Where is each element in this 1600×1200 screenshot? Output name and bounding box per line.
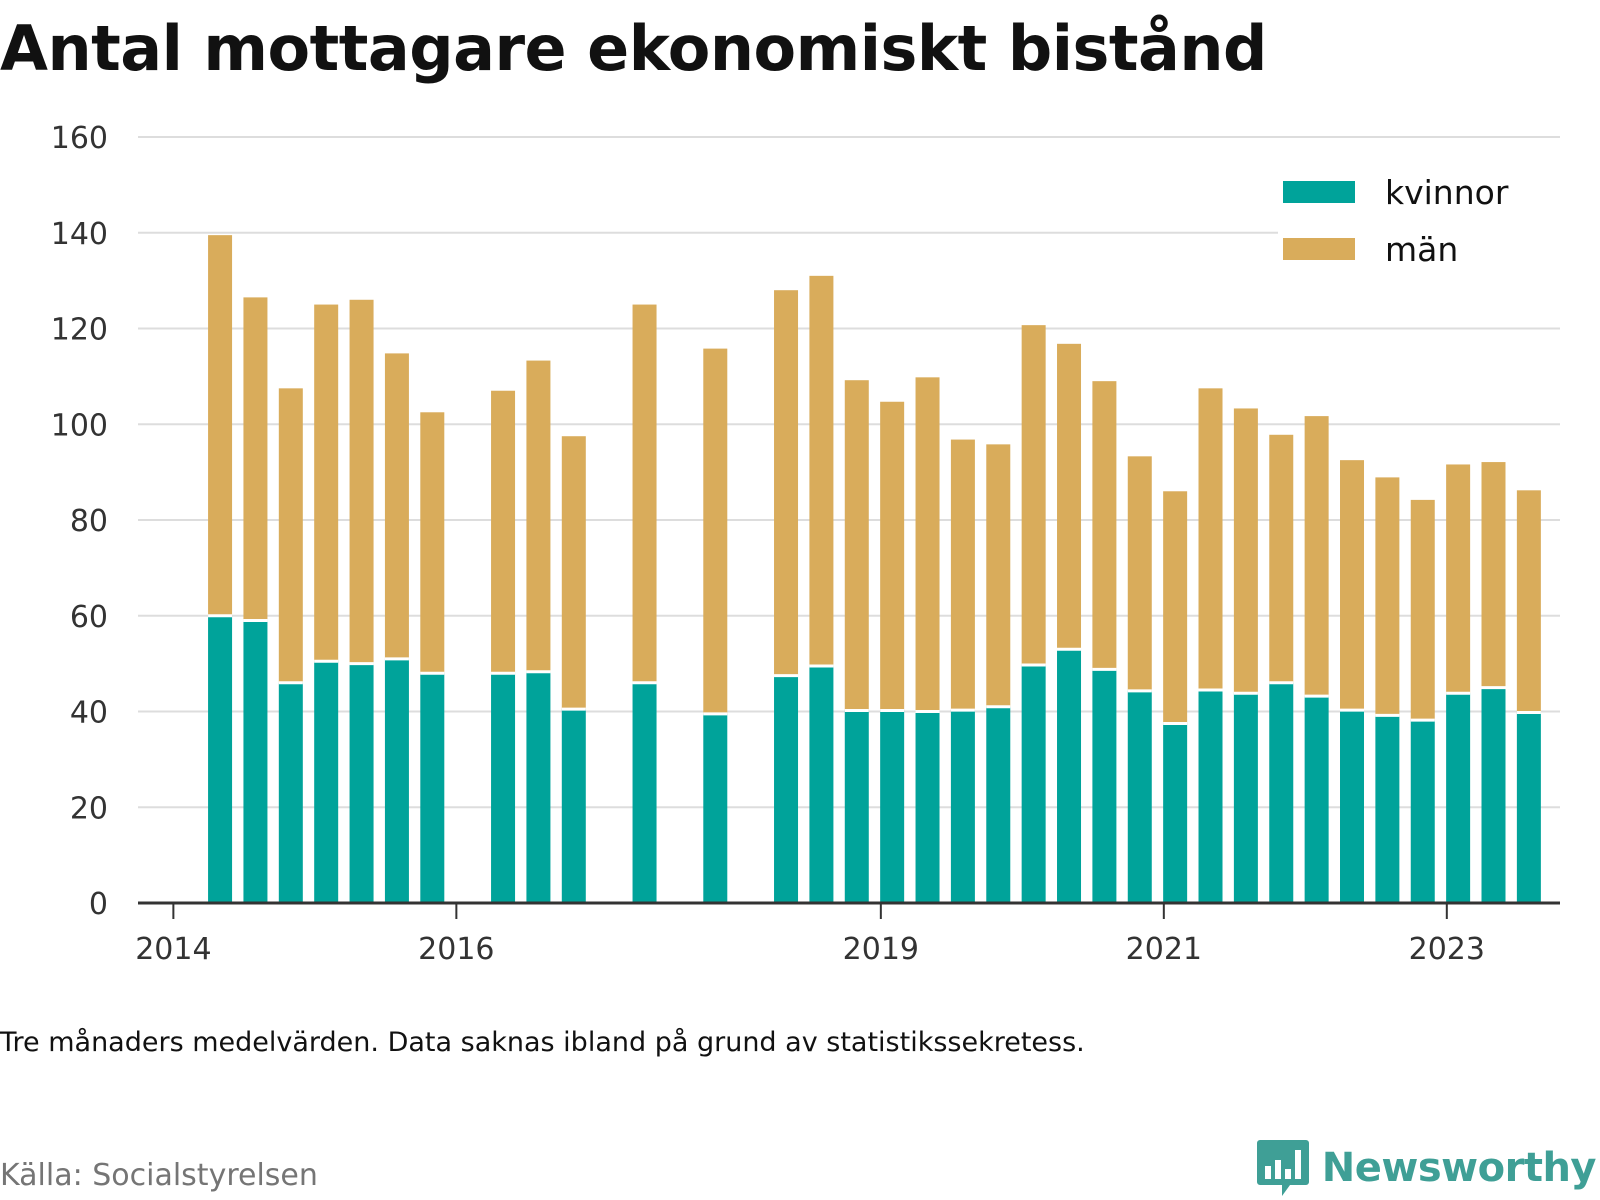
x-tick-label: 2023	[1409, 932, 1485, 967]
bar-kvinnor	[1233, 693, 1258, 903]
bar-kvinnor	[1198, 689, 1223, 903]
bar-kvinnor	[1304, 696, 1329, 903]
bar-kvinnor	[420, 673, 445, 903]
bar-man	[208, 235, 233, 616]
bar-kvinnor	[1446, 693, 1471, 903]
bar-kvinnor	[1481, 687, 1506, 903]
legend-label-kvinnor: kvinnor	[1385, 173, 1509, 212]
bar-kvinnor	[1092, 669, 1117, 903]
bar-kvinnor	[1269, 682, 1294, 903]
bars	[208, 235, 1541, 903]
bar-man	[844, 380, 869, 711]
bar-man	[1127, 456, 1152, 691]
bar-kvinnor	[1410, 720, 1435, 903]
x-tick-label: 2014	[135, 932, 211, 967]
bar-kvinnor	[774, 675, 799, 903]
bar-kvinnor	[384, 658, 409, 903]
bar-kvinnor	[1375, 715, 1400, 903]
bar-kvinnor	[915, 711, 940, 903]
bar-man	[561, 436, 586, 710]
bar-man	[1269, 434, 1294, 683]
bar-kvinnor	[1516, 712, 1541, 903]
bar-man	[278, 388, 303, 683]
footnote: Tre månaders medelvärden. Data saknas ib…	[0, 1027, 1085, 1058]
bar-kvinnor	[1127, 690, 1152, 903]
bar-kvinnor	[844, 710, 869, 903]
bar-kvinnor	[208, 615, 233, 903]
y-tick-label: 20	[70, 791, 108, 826]
bar-kvinnor	[809, 666, 834, 903]
bar-man	[1340, 460, 1365, 711]
y-tick-label: 80	[70, 504, 108, 539]
bar-kvinnor	[1021, 665, 1046, 903]
bar-man	[986, 444, 1011, 707]
bar-man	[243, 297, 268, 621]
bar-kvinnor	[880, 710, 905, 903]
bar-kvinnor	[1340, 710, 1365, 903]
bar-man	[420, 412, 445, 674]
bar-man	[809, 275, 834, 667]
bar-kvinnor	[526, 671, 551, 903]
bar-man	[314, 304, 339, 662]
legend-swatch-kvinnor	[1283, 181, 1355, 203]
bar-kvinnor	[986, 706, 1011, 903]
x-tick-label: 2016	[418, 932, 494, 967]
bar-man	[1057, 343, 1082, 650]
bar-man	[384, 353, 409, 659]
bar-man	[1021, 325, 1046, 666]
bar-kvinnor	[243, 620, 268, 903]
bar-man	[1446, 464, 1471, 694]
brand-name: Newsworthy	[1321, 1145, 1597, 1191]
bar-kvinnor	[1163, 723, 1188, 903]
bar-chart-speech-bubble-icon	[1256, 1140, 1309, 1196]
bar-kvinnor	[314, 661, 339, 903]
y-tick-label: 60	[70, 600, 108, 635]
bar-man	[526, 360, 551, 672]
bar-man	[1375, 477, 1400, 716]
bar-kvinnor	[349, 663, 374, 903]
chart-title: Antal mottagare ekonomiskt bistånd	[0, 12, 1267, 85]
source-credit: Källa: Socialstyrelsen	[0, 1158, 318, 1193]
bar-man	[880, 401, 905, 711]
bar-kvinnor	[561, 709, 586, 903]
bar-kvinnor	[632, 682, 657, 903]
brand-logo[interactable]: Newsworthy	[1256, 1138, 1597, 1198]
legend: kvinnor män	[1278, 170, 1560, 275]
bar-kvinnor	[950, 710, 975, 903]
bar-man	[1410, 499, 1435, 721]
x-tick-label: 2019	[843, 932, 919, 967]
bar-man	[1198, 388, 1223, 690]
y-tick-label: 100	[51, 408, 108, 443]
bar-man	[915, 377, 940, 712]
x-tick-label: 2021	[1126, 932, 1202, 967]
legend-swatch-man	[1283, 238, 1355, 260]
bar-man	[774, 290, 799, 676]
bar-kvinnor	[703, 713, 728, 903]
bar-man	[632, 304, 657, 683]
y-tick-label: 140	[51, 217, 108, 252]
legend-label-man: män	[1385, 230, 1458, 269]
bar-man	[349, 299, 374, 664]
y-tick-label: 40	[70, 696, 108, 731]
bar-man	[1481, 462, 1506, 688]
y-tick-label: 120	[51, 313, 108, 348]
bar-kvinnor	[278, 682, 303, 903]
y-tick-label: 0	[89, 887, 108, 922]
bar-man	[1092, 381, 1117, 670]
bar-man	[1233, 408, 1258, 694]
bar-man	[703, 348, 728, 714]
bar-man	[950, 439, 975, 711]
bar-man	[1516, 490, 1541, 713]
y-tick-label: 160	[51, 121, 108, 156]
bar-man	[1304, 416, 1329, 697]
bar-kvinnor	[491, 673, 516, 903]
bar-man	[1163, 491, 1188, 724]
bar-man	[491, 390, 516, 674]
bar-kvinnor	[1057, 649, 1082, 903]
axes: 0 20 40 60 80 100 120 140 160 2014 2016 2019 2021 202…	[51, 121, 1560, 967]
